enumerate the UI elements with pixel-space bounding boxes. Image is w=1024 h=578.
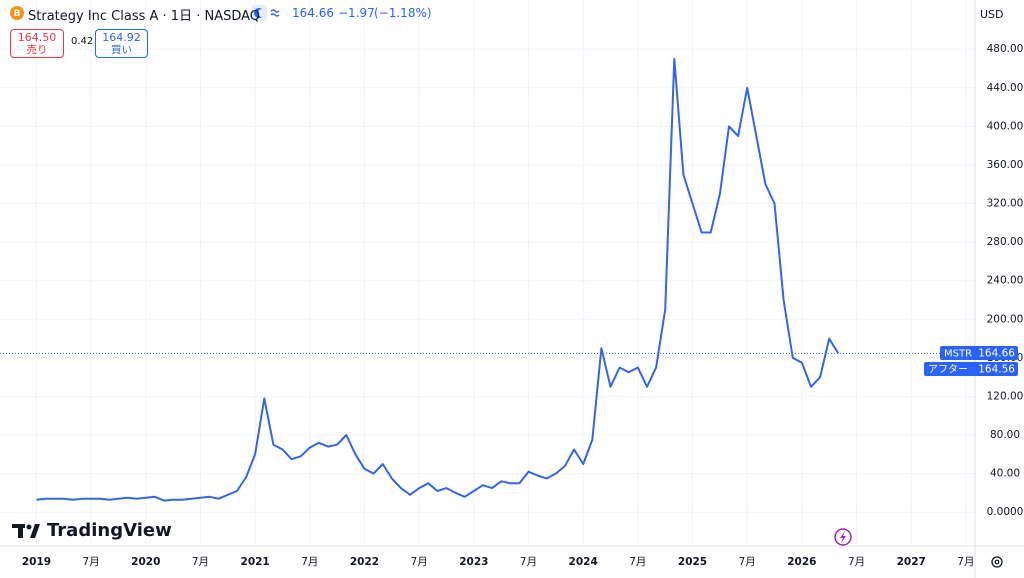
y-tick-label: 80.00 xyxy=(990,429,1020,441)
sell-price: 164.50 xyxy=(17,31,57,44)
x-tick-label: 2024 xyxy=(569,556,598,568)
y-tick-label: 200.00 xyxy=(987,313,1024,325)
x-tick-label: 7月 xyxy=(739,556,756,568)
brand-name: TradingView xyxy=(47,520,172,541)
x-tick-label: 7月 xyxy=(83,556,100,568)
x-tick-label: 7月 xyxy=(520,556,537,568)
y-tick-label: 240.00 xyxy=(987,275,1024,287)
logo-icon xyxy=(10,6,24,20)
lightning-icon[interactable] xyxy=(834,528,852,546)
x-tick-label: 7月 xyxy=(848,556,865,568)
y-tick-label: 360.00 xyxy=(987,159,1024,171)
brand-logo xyxy=(12,524,40,538)
session-icon xyxy=(251,5,280,21)
y-tick-label: 320.00 xyxy=(987,198,1024,210)
grid xyxy=(0,0,975,545)
y-tick-label: 280.00 xyxy=(987,236,1024,248)
x-tick-label: 2023 xyxy=(459,556,488,568)
y-tick-label: 40.00 xyxy=(990,468,1020,480)
currency[interactable]: USD xyxy=(980,8,1004,21)
quote-change: −1.97 xyxy=(338,6,375,20)
price-label-value: 164.56 xyxy=(978,364,1015,376)
buy-price: 164.92 xyxy=(102,31,141,44)
quote-change-pct: (−1.18%) xyxy=(374,6,432,20)
x-tick-label: 7月 xyxy=(411,556,428,568)
y-tick-label: 400.00 xyxy=(987,120,1024,132)
x-tick-label: 2025 xyxy=(678,556,707,568)
spread: 0.42 xyxy=(71,36,94,47)
x-tick-label: 7月 xyxy=(192,556,209,568)
buy-label: 買い xyxy=(111,44,132,56)
price-label-name: MSTR xyxy=(944,349,972,360)
price-label-box xyxy=(940,346,1018,360)
y-tick-label: 0.0000 xyxy=(987,506,1024,518)
y-tick-label: 440.00 xyxy=(987,82,1024,94)
x-tick-label: 7月 xyxy=(301,556,318,568)
x-tick-label: 7月 xyxy=(629,556,646,568)
logo-letter: B xyxy=(14,9,21,19)
x-tick-label: 2020 xyxy=(131,556,160,568)
symbol-title: Strategy Inc Class A · 1日 · NASDAQ xyxy=(28,9,261,24)
x-tick-label: 7月 xyxy=(957,556,974,568)
price-label-value: 164.66 xyxy=(978,348,1015,360)
settings-icon[interactable] xyxy=(991,556,1003,568)
buy-button[interactable]: 164.92 買い xyxy=(95,29,148,58)
y-tick-label: 480.00 xyxy=(987,43,1024,55)
price-label-name: アフター xyxy=(928,364,968,376)
x-tick-label: 2022 xyxy=(350,556,379,568)
sell-label: 売り xyxy=(26,44,48,56)
x-tick-label: 2026 xyxy=(787,556,816,568)
x-tick-label: 2027 xyxy=(897,556,926,568)
x-tick-label: 2021 xyxy=(241,556,270,568)
quote-price: 164.66 xyxy=(292,6,334,20)
price-label-box xyxy=(924,362,1018,376)
price-line xyxy=(36,57,840,502)
x-tick-label: 2019 xyxy=(22,556,51,568)
sell-button[interactable]: 164.50 売り xyxy=(10,29,64,58)
y-tick-label: 120.00 xyxy=(987,390,1024,402)
